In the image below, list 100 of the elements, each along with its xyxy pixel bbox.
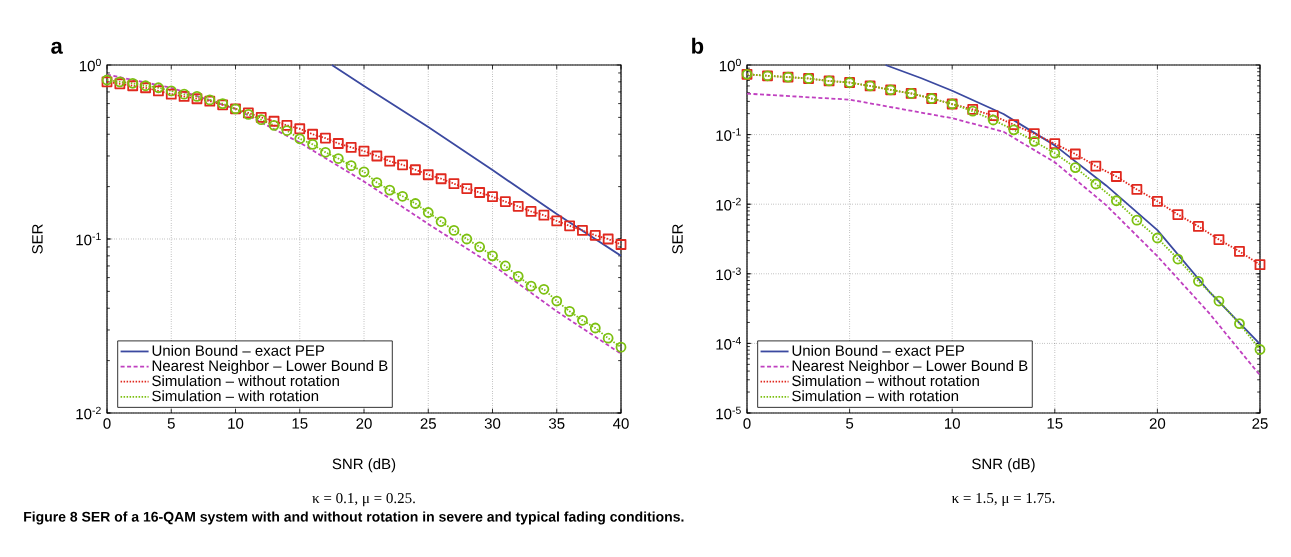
point xyxy=(1234,245,1245,257)
x-tick-label: 0 xyxy=(103,418,111,429)
point xyxy=(1213,234,1225,245)
point xyxy=(487,250,498,262)
point xyxy=(1049,147,1061,159)
point xyxy=(1131,184,1143,195)
point xyxy=(435,173,447,185)
point xyxy=(345,142,357,153)
point xyxy=(987,114,999,126)
point xyxy=(1213,295,1225,307)
x-tick-label: 15 xyxy=(1047,418,1063,429)
point xyxy=(512,270,524,282)
x-tick-label: 30 xyxy=(484,418,501,429)
point xyxy=(410,164,421,176)
point xyxy=(461,233,473,245)
point xyxy=(281,119,293,131)
legend-label: Nearest Neighbor – Lower Bound B xyxy=(152,360,388,374)
point xyxy=(602,332,614,344)
point xyxy=(397,159,408,171)
y-tick-label: 10$^{-1}$ xyxy=(76,232,101,246)
text: κ = 1.5, μ = 1.75. xyxy=(951,493,1055,507)
point xyxy=(1193,220,1204,232)
point xyxy=(461,183,473,194)
point xyxy=(1069,148,1081,160)
point xyxy=(474,241,486,253)
point xyxy=(448,225,460,236)
point xyxy=(1008,119,1020,131)
y-tick-label: 10$^{-3}$ xyxy=(716,267,741,281)
legend-label: Simulation – without rotation xyxy=(152,375,339,387)
point xyxy=(268,119,280,131)
x-axis-title: SNR (dB) xyxy=(332,458,396,473)
x-tick-label: 5 xyxy=(846,418,854,429)
point xyxy=(281,125,293,136)
point xyxy=(320,146,331,158)
legend-label: Simulation – with rotation xyxy=(152,390,319,402)
point xyxy=(358,145,370,157)
point xyxy=(615,341,627,353)
point xyxy=(602,233,614,245)
point xyxy=(512,200,524,212)
point xyxy=(589,322,601,334)
y-axis-title: SER xyxy=(672,224,683,254)
y-tick-label: 10$^{-2}$ xyxy=(76,406,101,420)
point xyxy=(345,160,357,172)
legend-label: Union Bound – exact PEP xyxy=(152,344,325,356)
point xyxy=(371,150,383,162)
y-tick-label: 10$^{0}$ xyxy=(79,58,101,72)
point xyxy=(1152,232,1163,244)
point xyxy=(410,198,421,209)
text: κ = 0.1, μ = 0.25. xyxy=(312,493,415,507)
point xyxy=(1193,275,1204,287)
point xyxy=(1110,171,1122,182)
point xyxy=(525,280,537,292)
point xyxy=(384,155,396,167)
x-tick-label: 25 xyxy=(1252,418,1268,429)
point xyxy=(551,295,563,307)
chart-title: a xyxy=(51,41,63,54)
point xyxy=(1172,253,1184,265)
x-tick-label: 40 xyxy=(613,418,629,429)
point xyxy=(448,178,460,190)
legend-label: Simulation – without rotation xyxy=(792,375,979,387)
point xyxy=(577,225,588,236)
y-tick-label: 10$^{-4}$ xyxy=(716,337,741,350)
y-tick-label: 10$^{-1}$ xyxy=(716,128,741,141)
point xyxy=(1028,135,1040,147)
y-tick-label: 10$^{-5}$ xyxy=(716,406,741,420)
point xyxy=(1110,195,1122,207)
point xyxy=(397,190,408,202)
point xyxy=(538,283,550,295)
legend-label: Simulation – with rotation xyxy=(792,390,959,402)
line-series xyxy=(330,64,622,257)
point xyxy=(577,314,588,326)
point xyxy=(294,133,306,145)
x-tick-label: 0 xyxy=(743,418,751,429)
point xyxy=(1028,128,1040,140)
point xyxy=(1172,209,1184,220)
point xyxy=(1069,162,1081,173)
point xyxy=(499,260,511,272)
line-series xyxy=(746,92,1261,377)
point xyxy=(1234,318,1245,330)
chart-title: b xyxy=(692,37,704,54)
x-tick-label: 25 xyxy=(420,418,436,429)
point xyxy=(1131,214,1143,226)
point xyxy=(332,138,344,149)
x-tick-label: 20 xyxy=(1149,418,1166,429)
point xyxy=(371,177,383,188)
point xyxy=(307,138,319,150)
point xyxy=(320,132,331,144)
point xyxy=(589,229,601,241)
x-tick-label: 20 xyxy=(356,418,372,429)
x-tick-label: 10 xyxy=(945,418,960,429)
legend-label: Union Bound – exact PEP xyxy=(792,344,965,356)
point xyxy=(307,128,319,140)
point xyxy=(1152,195,1163,207)
point xyxy=(987,110,999,122)
point xyxy=(615,239,627,250)
point xyxy=(564,220,575,232)
y-axis-title: SER xyxy=(32,224,43,254)
point xyxy=(474,187,486,198)
point xyxy=(358,166,370,178)
x-tick-label: 35 xyxy=(548,418,565,429)
